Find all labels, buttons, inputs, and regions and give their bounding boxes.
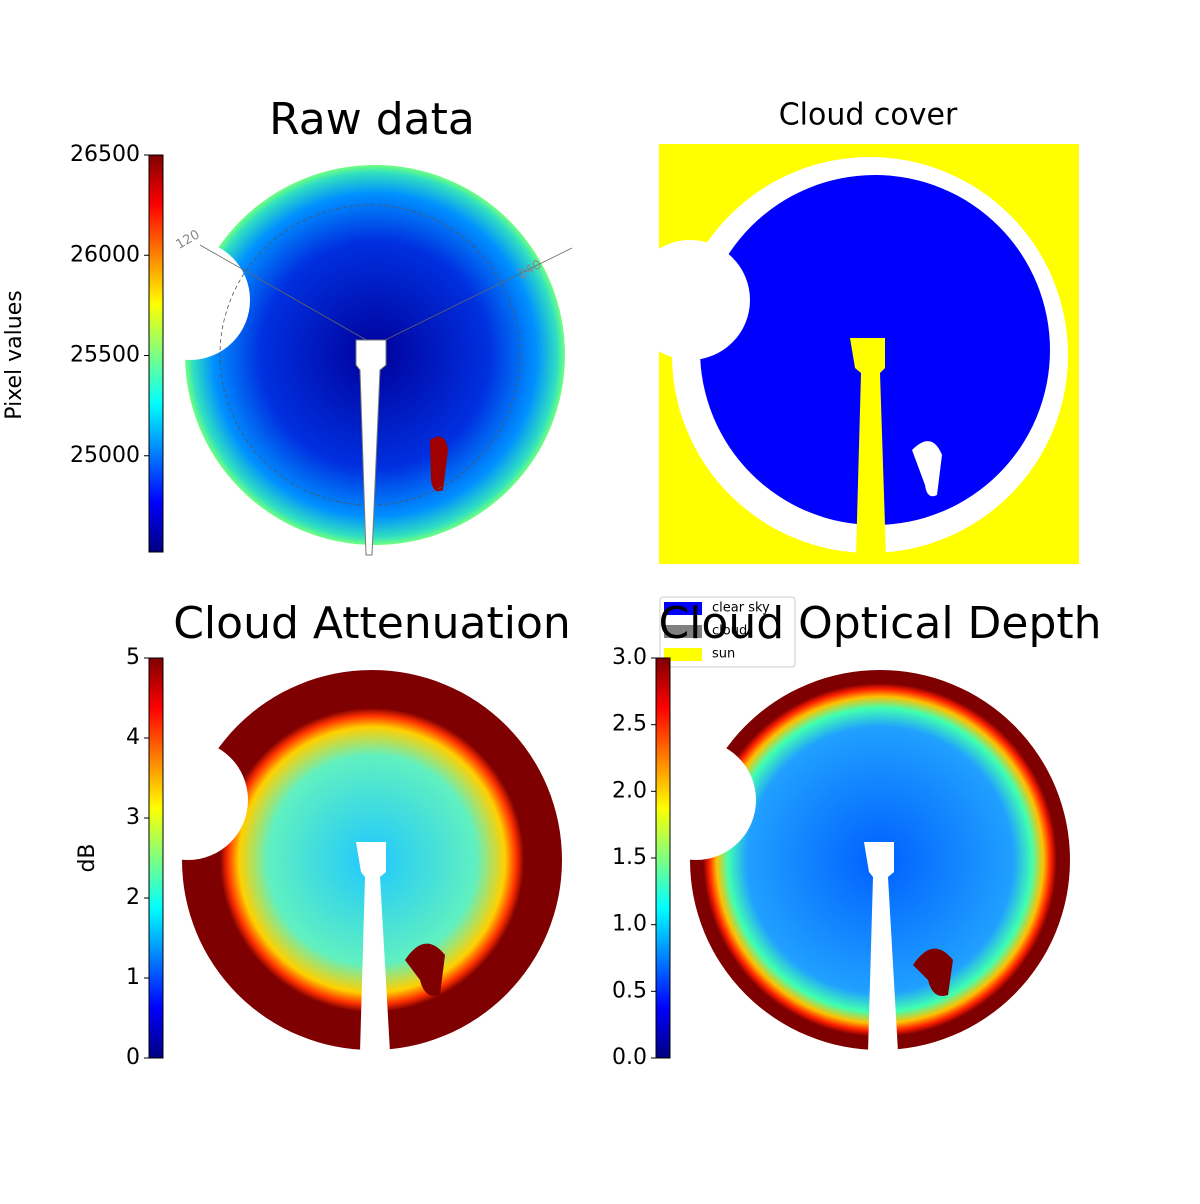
tick-label: 1.0 [612,912,647,937]
optical-depth-image [636,670,1070,1052]
panel-title: Cloud Optical Depth [658,598,1101,649]
legend-label: clear sky [712,601,770,616]
legend-swatch [664,602,702,615]
tick-label: 5 [126,645,140,670]
panel-title: Cloud Attenuation [173,598,571,649]
tick-label: 3 [126,805,140,830]
tick-label: 0.0 [612,1045,647,1070]
tick-label: 25000 [70,443,140,468]
colorbar [655,657,671,1059]
colorbar [148,154,164,553]
panel-title: Cloud cover [779,98,958,133]
legend-swatch [664,648,702,661]
colorbar-label: dB [75,843,100,872]
colorbar [148,657,164,1059]
raw-image [130,165,573,556]
tick-label: 4 [126,725,140,750]
legend-label: cloud [712,624,747,639]
panel-title: Raw data [269,94,475,145]
tick-label: 2.5 [612,712,647,737]
tick-label: 26500 [70,142,140,167]
tick-label: 0 [126,1045,140,1070]
legend-label: sun [712,647,735,662]
tick-label: 26000 [70,242,140,267]
tick-label: 3.0 [612,645,647,670]
tick-label: 2 [126,885,140,910]
attenuation-image [128,670,562,1052]
tick-label: 1.5 [612,845,647,870]
tick-label: 25500 [70,343,140,368]
tick-label: 1 [126,965,140,990]
legend-swatch [664,625,702,638]
colorbar-label: Pixel values [2,290,27,419]
tick-label: 2.0 [612,778,647,803]
cloud-cover-image [630,144,1079,564]
tick-label: 0.5 [612,978,647,1003]
